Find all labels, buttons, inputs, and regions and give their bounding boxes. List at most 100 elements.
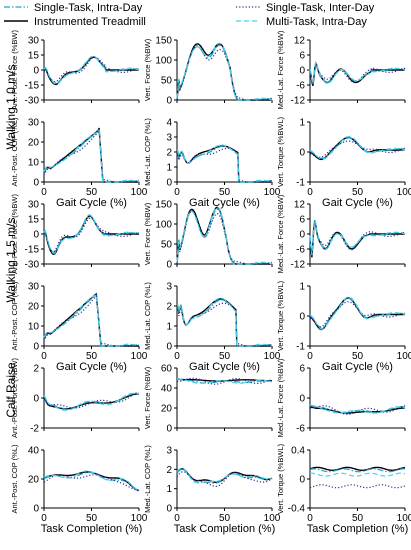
y-tick-label: 30 [28,200,40,211]
y-tick-label: -15 [25,245,40,256]
y-tick-label: 0 [299,148,305,159]
y-axis-label: Ant.-Post. COP (%L) [10,444,19,514]
x-tick-label: 0 [307,513,313,524]
y-tick-label: 150 [155,200,172,211]
series-line [176,302,273,347]
series-line [43,217,140,253]
y-tick-label: 0 [33,504,39,515]
y-tick-label: 0 [166,260,172,271]
series-line [176,206,272,265]
series-line [176,377,273,385]
y-tick-label: 100 [155,220,172,231]
series-line [309,301,406,328]
x-axis-label: Task Completion (%) [307,523,408,535]
y-tick-label: -1 [296,342,305,353]
series-line [177,298,272,347]
series-line [309,221,406,258]
x-tick-label: 100 [397,513,411,524]
y-tick-label: 4 [166,118,172,129]
y-tick-label: 10 [28,322,40,333]
y-tick-label: 1 [299,282,305,293]
series-line [43,129,140,183]
series-line [177,378,273,384]
series-line [43,293,140,347]
series-line [309,297,405,331]
x-tick-label: 50 [352,187,364,198]
y-tick-label: 20 [161,404,173,415]
y-tick-label: 15 [28,215,40,226]
y-tick-label: 0 [299,475,305,486]
y-axis-label: Med.-Lat. COP (%L) [143,445,152,513]
y-tick-label: 40 [28,446,40,457]
y-tick-label: 2 [166,302,172,313]
y-axis-label: Med.-Lat. Force (%BW) [276,358,285,437]
y-tick-label: 6 [299,364,305,375]
y-tick-label: 100 [155,56,172,67]
series-line [176,467,273,484]
x-tick-label: 0 [41,187,47,198]
y-tick-label: 0 [299,66,305,77]
x-tick-label: 50 [219,187,231,198]
y-tick-label: 20 [28,475,40,486]
y-axis-label: Ant.-Post. Force (%BW) [10,357,19,438]
legend-label: Single-Task, Inter-Day [266,2,375,14]
x-tick-label: 100 [264,187,281,198]
y-axis-label: Vert. Force (%BW) [143,202,152,265]
y-axis-label: Vert. Torque (%BWL) [276,443,285,514]
x-tick-label: 50 [86,513,98,524]
y-tick-label: 1 [166,322,172,333]
x-tick-label: 50 [219,513,231,524]
y-tick-label: 1 [299,118,305,129]
y-tick-label: 15 [28,51,40,62]
y-tick-label: 1 [166,484,172,495]
legend-label: Multi-Task, Intra-Day [266,16,367,28]
y-tick-label: 10 [28,158,40,169]
y-tick-label: -15 [25,81,40,92]
legend-item: Multi-Task, Intra-Day [236,16,367,28]
series-line [43,55,140,84]
y-axis-label: Ant.-Post. COP (%L) [10,117,19,187]
y-tick-label: 0 [166,342,172,353]
y-tick-label: 1 [166,163,172,174]
y-tick-label: 3 [166,282,172,293]
legend: Single-Task, Intra-Day Single-Task, Inter… [4,2,375,28]
series-line [309,405,406,415]
series-line [43,392,140,410]
y-tick-label: 30 [28,36,40,47]
series-line [43,392,140,411]
y-axis-label: Ant.-Post. COP (%L) [10,281,19,351]
x-tick-label: 0 [307,187,313,198]
series-line [43,129,140,183]
x-axis-label: Gait Cycle (%) [189,361,260,373]
x-tick-label: 100 [131,513,148,524]
series-line [309,296,406,330]
y-tick-label: -30 [25,96,40,107]
series-line [176,206,273,265]
y-tick-label: -6 [296,81,305,92]
y-tick-label: 6 [299,215,305,226]
y-tick-label: -30 [25,260,40,271]
y-axis-label: Vert. Torque (%BWL) [276,116,285,187]
y-tick-label: 3 [166,133,172,144]
chart-panel: 40 20 00 50 100 Ant.-Post. COP (%L) Task Compl… [10,444,148,535]
series-line [309,220,405,258]
series-line [177,145,272,183]
x-tick-label: 50 [352,513,364,524]
y-tick-label: 30 [28,118,40,129]
x-tick-label: 50 [86,187,98,198]
y-tick-label: 0 [33,178,39,189]
chart-panel: 12 6 0 -6 -12 Med.-Lat. Force (%BW) [276,30,406,109]
series-line [309,219,406,256]
y-tick-label: 0 [166,504,172,515]
y-tick-label: 150 [155,36,172,47]
x-axis-label: Gait Cycle (%) [189,197,260,209]
y-tick-label: -12 [291,260,306,271]
chart-panel: 30 15 0 -15 -30 Ant.-Post. Force (%BW) [10,29,140,110]
series-line [43,129,140,183]
